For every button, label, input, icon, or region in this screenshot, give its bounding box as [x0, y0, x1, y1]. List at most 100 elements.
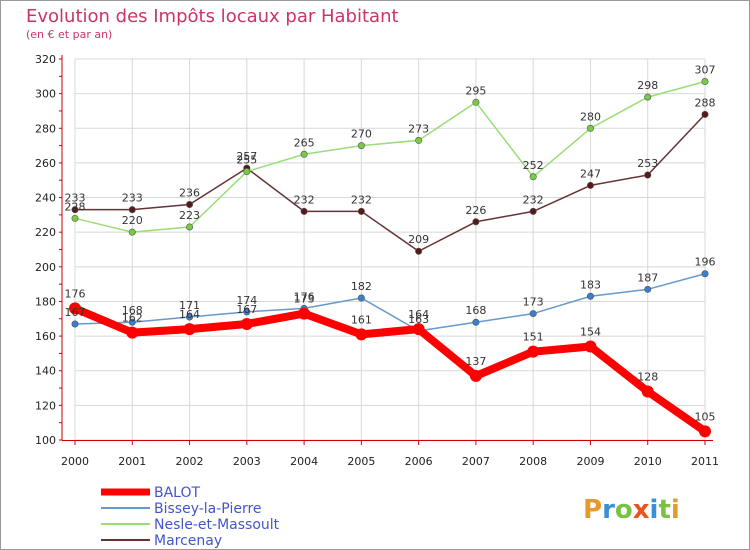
point-BALOT-2006 [412, 323, 425, 336]
y-tick-label: 240 [35, 192, 56, 205]
y-tick-label: 280 [35, 122, 56, 135]
point-Nesle-et-Massoult-2007 [472, 98, 480, 106]
brand-letter: i [671, 495, 680, 525]
point-Marcenay-2008 [529, 207, 537, 215]
point-BALOT-2009 [584, 340, 597, 353]
point-BALOT-2001 [126, 326, 139, 339]
data-label-Nesle-et-Massoult-2000: 228 [65, 200, 86, 213]
data-label-Nesle-et-Massoult-2010: 298 [637, 79, 658, 92]
point-BALOT-2004 [298, 307, 311, 320]
data-label-Marcenay-2002: 236 [179, 186, 200, 199]
data-label-Bissey-la-Pierre-2008: 173 [523, 296, 544, 309]
point-Bissey-la-Pierre-2001 [128, 318, 136, 326]
y-tick-label: 160 [35, 330, 56, 343]
point-Bissey-la-Pierre-2008 [529, 310, 537, 318]
legend-label-Bissey-la-Pierre: Bissey-la-Pierre [154, 501, 262, 517]
brand-letter: r [602, 495, 615, 525]
x-tick-label: 2009 [576, 455, 604, 468]
data-label-Marcenay-2011: 288 [695, 96, 716, 109]
point-Nesle-et-Massoult-2000 [71, 214, 79, 222]
data-label-BALOT-2007: 137 [465, 355, 486, 368]
point-BALOT-2011 [699, 425, 711, 438]
x-tick-label: 2006 [405, 455, 433, 468]
data-label-Nesle-et-Massoult-2002: 223 [179, 209, 200, 222]
data-label-Marcenay-2007: 226 [465, 204, 486, 217]
data-label-BALOT-2010: 128 [637, 371, 658, 384]
legend-label-Marcenay: Marcenay [154, 533, 222, 549]
point-Nesle-et-Massoult-2001 [128, 228, 136, 236]
data-label-Bissey-la-Pierre-2004: 176 [294, 290, 315, 303]
series-line-Bissey-la-Pierre [74, 273, 706, 332]
brand-letter: i [650, 495, 659, 525]
point-Marcenay-2007 [472, 218, 480, 226]
data-label-Marcenay-2005: 232 [351, 193, 372, 206]
data-label-Nesle-et-Massoult-2006: 273 [408, 122, 429, 135]
y-tick-label: 140 [35, 365, 56, 378]
x-tick-label: 2011 [691, 455, 719, 468]
data-label-BALOT-2004: 173 [294, 293, 315, 306]
data-label-Nesle-et-Massoult-2005: 270 [351, 128, 372, 141]
data-label-Bissey-la-Pierre-2000: 167 [65, 306, 86, 319]
brand-letter: t [658, 495, 670, 525]
chart-subtitle: (en € et par an) [26, 28, 112, 41]
data-label-Bissey-la-Pierre-2011: 196 [695, 256, 716, 269]
axes: 100 120 140 160 180 200 220 240 260 280 300 320 2000… [35, 53, 719, 468]
x-tick-label: 2000 [61, 455, 89, 468]
point-Nesle-et-Massoult-2009 [586, 124, 594, 132]
data-label-Nesle-et-Massoult-2004: 265 [294, 136, 315, 149]
point-Nesle-et-Massoult-2010 [644, 93, 652, 101]
y-tick-label: 200 [35, 261, 56, 274]
data-label-Nesle-et-Massoult-2008: 252 [523, 159, 544, 172]
data-label-Nesle-et-Massoult-2011: 307 [695, 64, 716, 77]
point-Marcenay-2011 [701, 110, 709, 118]
y-tick-label: 320 [35, 53, 56, 66]
data-label-Nesle-et-Massoult-2007: 295 [465, 84, 486, 97]
data-label-BALOT-2003: 167 [236, 303, 257, 316]
data-label-Marcenay-2004: 232 [294, 193, 315, 206]
point-Nesle-et-Massoult-2003 [243, 168, 251, 176]
data-label-Bissey-la-Pierre-2006: 163 [408, 313, 429, 326]
point-Nesle-et-Massoult-2005 [357, 142, 365, 150]
legend: BALOTBissey-la-PierreNesle-et-MassoultMa… [101, 485, 280, 549]
data-label-Bissey-la-Pierre-2001: 168 [122, 304, 143, 317]
data-label-Marcenay-2000: 233 [65, 192, 86, 205]
data-label-BALOT-2006: 164 [408, 308, 429, 321]
data-label-BALOT-2009: 154 [580, 325, 601, 338]
y-tick-label: 180 [35, 295, 56, 308]
data-label-Nesle-et-Massoult-2003: 255 [236, 154, 257, 167]
y-tick-label: 220 [35, 226, 56, 239]
brand-letter: x [633, 495, 650, 525]
point-Bissey-la-Pierre-2009 [586, 292, 594, 300]
point-BALOT-2010 [641, 385, 654, 398]
point-Marcenay-2001 [128, 206, 136, 214]
data-label-Bissey-la-Pierre-2010: 187 [637, 271, 658, 284]
data-label-Marcenay-2009: 247 [580, 167, 601, 180]
x-tick-label: 2001 [118, 455, 146, 468]
point-Marcenay-2009 [586, 181, 594, 189]
point-Bissey-la-Pierre-2011 [701, 270, 709, 278]
point-BALOT-2007 [469, 369, 482, 382]
y-tick-label: 100 [35, 434, 56, 447]
data-label-Marcenay-2001: 233 [122, 192, 143, 205]
data-label-Nesle-et-Massoult-2009: 280 [580, 110, 601, 123]
data-label-BALOT-2001: 162 [122, 312, 143, 325]
data-label-BALOT-2011: 105 [695, 410, 716, 423]
data-label-BALOT-2008: 151 [523, 331, 544, 344]
point-Marcenay-2000 [71, 206, 79, 214]
series-line-Nesle-et-Massoult [74, 80, 706, 233]
point-Nesle-et-Massoult-2011 [701, 78, 709, 86]
point-BALOT-2002 [183, 323, 196, 336]
x-tick-label: 2003 [233, 455, 261, 468]
x-tick-label: 2007 [462, 455, 490, 468]
point-Bissey-la-Pierre-2003 [243, 308, 251, 316]
data-label-Marcenay-2006: 209 [408, 233, 429, 246]
point-Marcenay-2006 [415, 247, 423, 255]
data-label-Bissey-la-Pierre-2009: 183 [580, 278, 601, 291]
data-label-BALOT-2002: 164 [179, 308, 200, 321]
point-BALOT-2000 [69, 302, 81, 315]
point-Bissey-la-Pierre-2000 [71, 320, 79, 328]
x-tick-label: 2008 [519, 455, 547, 468]
